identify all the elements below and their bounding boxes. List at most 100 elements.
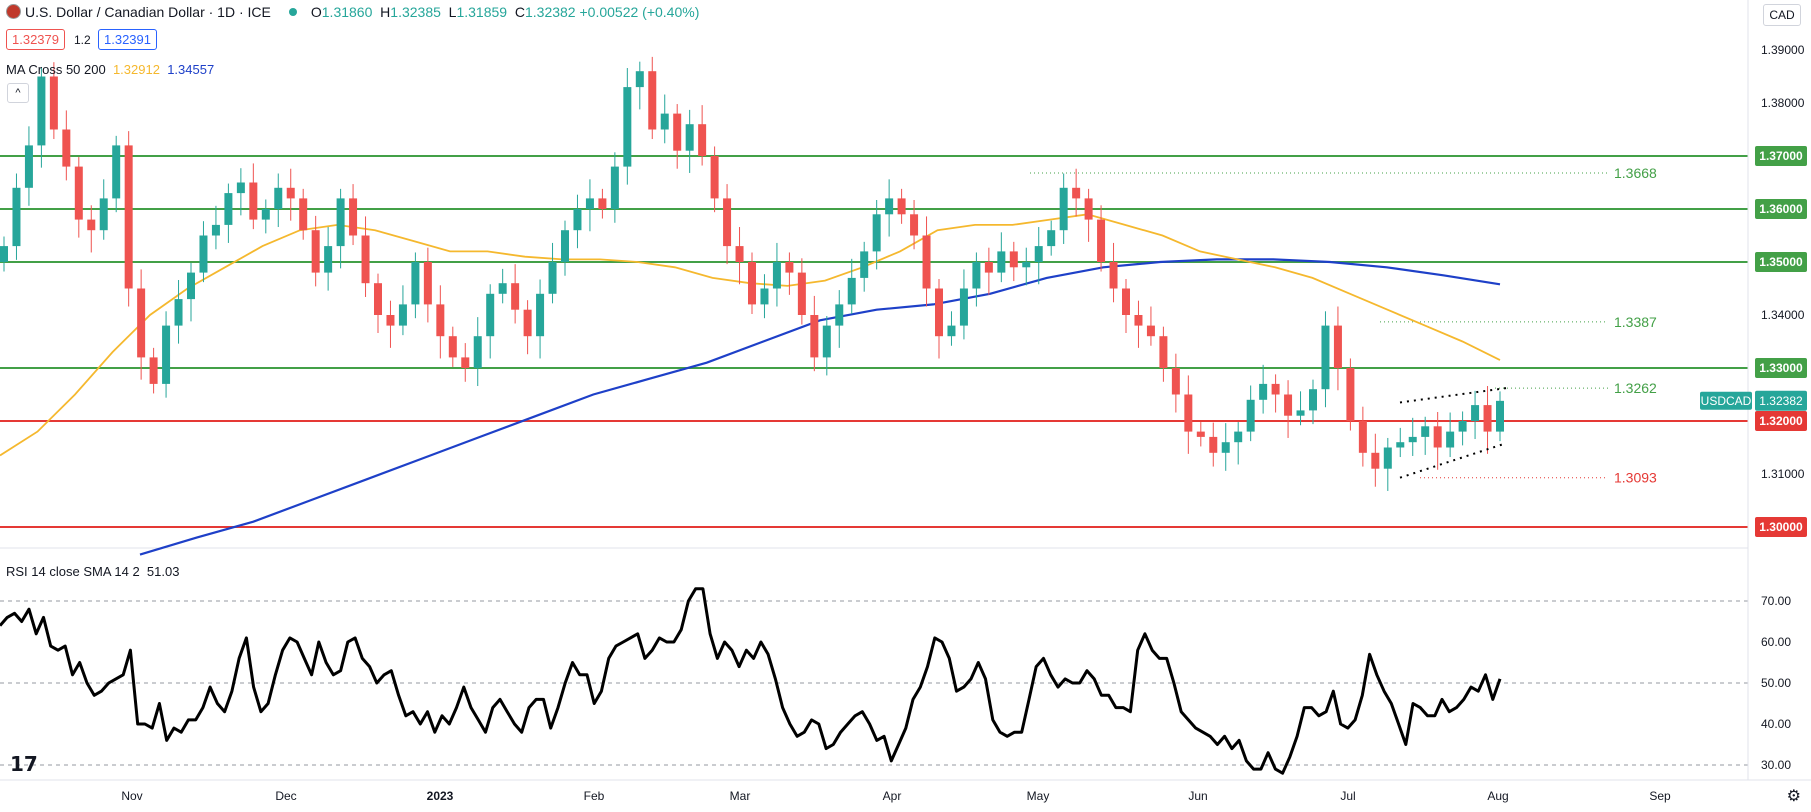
time-tick-label: May bbox=[1027, 789, 1050, 803]
price-tick-label: 1.32000 bbox=[1759, 414, 1803, 428]
candle-body bbox=[1496, 400, 1504, 432]
tradingview-logo-icon[interactable]: 17 bbox=[10, 752, 38, 776]
candle-body bbox=[1221, 442, 1230, 453]
candle-body bbox=[1358, 421, 1367, 453]
ma-legend[interactable]: MA Cross 50 200 1.32912 1.34557 bbox=[6, 62, 214, 77]
candle-body bbox=[1471, 405, 1480, 421]
wedge-upper-line bbox=[1399, 387, 1507, 404]
candle-body bbox=[1433, 426, 1442, 448]
candle-body bbox=[124, 145, 133, 289]
candle-body bbox=[760, 288, 769, 305]
candle-body bbox=[12, 187, 21, 247]
symbol-header[interactable]: U.S. Dollar / Canadian Dollar · 1D · ICE… bbox=[6, 4, 699, 20]
candle-body bbox=[1084, 198, 1093, 220]
candle-body bbox=[536, 293, 545, 337]
symbol-title: U.S. Dollar / Canadian Dollar · 1D · ICE bbox=[25, 4, 271, 20]
rsi-tick-label: 60.00 bbox=[1761, 635, 1791, 649]
candle-body bbox=[1284, 394, 1293, 416]
candle-body bbox=[935, 288, 943, 337]
candle-body bbox=[224, 193, 233, 225]
price-tick-label: 1.39000 bbox=[1761, 43, 1805, 57]
candle-body bbox=[473, 336, 482, 368]
candle-body bbox=[1171, 368, 1180, 395]
candle-body bbox=[1134, 315, 1143, 326]
candle-body bbox=[336, 198, 345, 247]
ma200-value: 1.34557 bbox=[167, 62, 215, 77]
candle-body bbox=[748, 262, 756, 305]
candle-body bbox=[660, 113, 669, 130]
candle-body bbox=[236, 182, 245, 194]
candle-body bbox=[423, 262, 432, 305]
candle-body bbox=[1271, 383, 1280, 395]
candle-body bbox=[698, 124, 707, 156]
candle-body bbox=[623, 87, 632, 167]
candle-body bbox=[1309, 389, 1317, 411]
candle-body bbox=[187, 272, 195, 300]
symbol-tag-label: USDCAD bbox=[1701, 394, 1752, 408]
candle-body bbox=[785, 262, 794, 273]
candle-body bbox=[448, 336, 457, 358]
level-price-tag bbox=[1755, 517, 1807, 537]
ma50-line-path bbox=[0, 213, 1501, 457]
candle-body bbox=[822, 325, 831, 358]
open-label: O bbox=[310, 4, 322, 20]
candle-body bbox=[1458, 421, 1467, 432]
candle-body bbox=[1097, 219, 1106, 262]
candle-body bbox=[261, 209, 270, 220]
currency-selector[interactable]: CAD bbox=[1763, 4, 1801, 26]
rsi-legend[interactable]: RSI 14 close SMA 14 2 51.03 bbox=[6, 564, 179, 579]
candle-body bbox=[299, 198, 308, 231]
close-label: C bbox=[514, 4, 525, 20]
candle-body bbox=[1184, 394, 1193, 432]
gear-icon[interactable]: ⚙ bbox=[1786, 788, 1801, 805]
candle-body bbox=[1009, 251, 1018, 268]
candle-body bbox=[723, 198, 732, 247]
collapse-legend-button[interactable]: ^ bbox=[7, 83, 29, 103]
candle-body bbox=[274, 187, 283, 209]
symbol-tag bbox=[1700, 391, 1752, 410]
rsi-line bbox=[0, 587, 1502, 775]
candle-body bbox=[398, 304, 407, 326]
candle-body bbox=[1371, 452, 1380, 469]
candle-body bbox=[162, 325, 171, 384]
low-value: 1.31859 bbox=[456, 4, 508, 20]
candle-body bbox=[648, 71, 657, 130]
candle-body bbox=[486, 293, 495, 337]
candle-body bbox=[959, 288, 968, 326]
candle-body bbox=[972, 262, 981, 289]
candle-body bbox=[436, 304, 445, 337]
high-label: H bbox=[380, 4, 391, 20]
candle-body bbox=[1333, 325, 1342, 368]
sell-price-button[interactable]: 1.32379 bbox=[6, 29, 65, 50]
candle-body bbox=[24, 145, 33, 188]
time-tick-label: Sep bbox=[1649, 789, 1671, 803]
chevron-up-icon: ^ bbox=[15, 87, 21, 99]
buy-price-button[interactable]: 1.32391 bbox=[98, 29, 157, 50]
candle-body bbox=[585, 198, 594, 209]
horizontal-levels bbox=[0, 155, 1748, 528]
time-tick-label: 2023 bbox=[427, 789, 454, 803]
annotation-label: 1.3262 bbox=[1614, 380, 1657, 396]
level-price-tag bbox=[1755, 358, 1807, 378]
candle-body bbox=[523, 309, 532, 337]
candle-body bbox=[1321, 325, 1330, 390]
candle-body bbox=[1383, 447, 1392, 469]
last-price-label: 1.32382 bbox=[1759, 394, 1803, 408]
candle-body bbox=[922, 235, 931, 289]
candle-body bbox=[174, 299, 183, 326]
time-axis[interactable]: Nov Dec 2023 Feb Mar Apr May Jun Jul Aug Sep bbox=[0, 779, 1811, 803]
high-value: 1.32385 bbox=[390, 4, 441, 20]
annotation-lines: 1.3668 1.3387 1.3262 1.3093 bbox=[1030, 165, 1657, 486]
candle-body bbox=[1022, 262, 1031, 268]
candle-body bbox=[62, 129, 71, 167]
candle-body bbox=[810, 315, 819, 358]
candle-body bbox=[1446, 431, 1455, 448]
candle-body bbox=[1072, 187, 1081, 199]
candle-body bbox=[74, 166, 83, 220]
level-price-tag bbox=[1755, 411, 1807, 431]
candle-body bbox=[249, 182, 258, 220]
candle-body bbox=[211, 224, 220, 236]
price-axis[interactable]: 1.39000 1.38000 1.37000 1.36000 1.35000 1.340… bbox=[1700, 0, 1807, 780]
candle-body bbox=[311, 230, 320, 273]
